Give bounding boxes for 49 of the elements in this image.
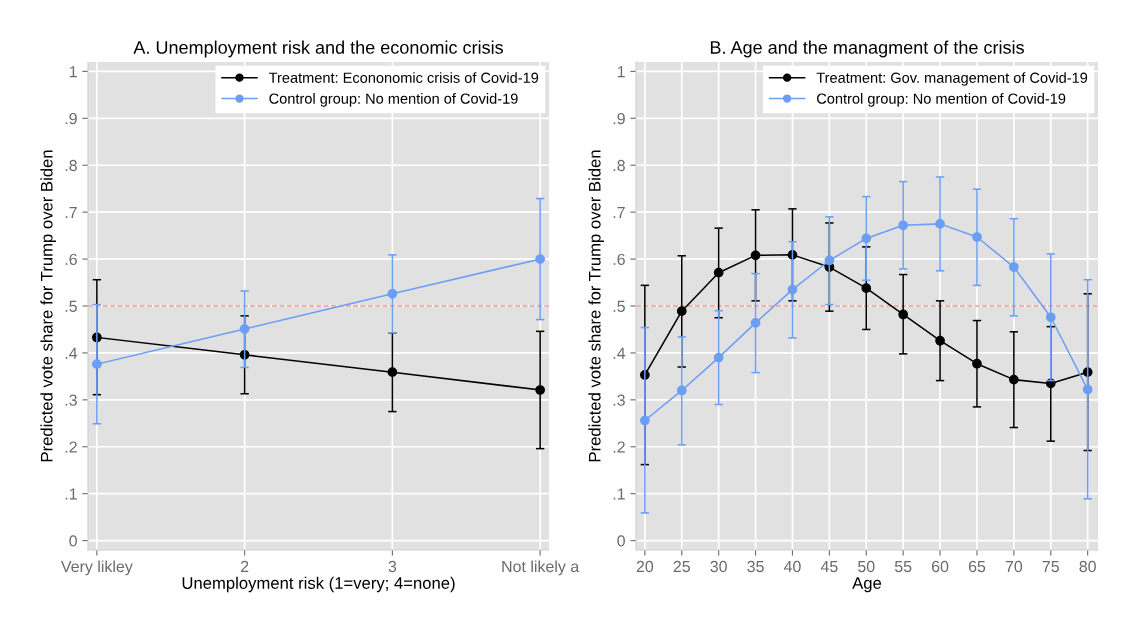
x-tick-label: 25 (673, 560, 690, 573)
y-tick-label: .9 (65, 112, 77, 125)
y-tick-label: .6 (65, 253, 77, 266)
x-tick-label: 3 (388, 560, 397, 573)
x-tick-label: 65 (968, 560, 986, 573)
legend-label: Treatment: Econonomic crisis of Covid-19 (268, 72, 539, 83)
y-tick-label: .6 (613, 253, 625, 266)
x-tick-label: 55 (894, 561, 912, 573)
y-tick-label: 0 (617, 535, 625, 547)
chart-title: B. Age and the managment of the crisis (710, 40, 1024, 58)
x-tick-label: 30 (710, 560, 727, 573)
y-tick-label: .8 (65, 159, 77, 172)
y-axis-title: Predicted vote share for Trump over Biden (40, 150, 56, 462)
y-tick-label: 0 (69, 535, 77, 547)
x-tick-label: 20 (636, 560, 654, 573)
y-tick-label: .1 (65, 488, 77, 500)
legend-label: Control group: No mention of Covid-19 (269, 93, 518, 107)
x-axis-title: Age (852, 577, 882, 593)
y-tick-label: 1 (617, 66, 625, 78)
x-tick-label: 60 (931, 560, 949, 573)
y-tick-label: .1 (613, 488, 625, 500)
y-tick-label: .7 (65, 206, 77, 218)
y-tick-label: .3 (613, 394, 625, 406)
y-tick-label: .4 (65, 347, 78, 359)
y-tick-label: .9 (613, 112, 625, 125)
y-tick-label: 1 (69, 66, 77, 78)
x-tick-label: 75 (1042, 561, 1059, 573)
y-tick-label: .7 (613, 206, 625, 218)
x-tick-label: 2 (240, 560, 249, 572)
y-axis-title: Predicted vote share for Trump over Biden (588, 150, 604, 462)
legend-label: Control group: No mention of Covid-19 (817, 93, 1066, 107)
y-tick-label: .5 (65, 300, 77, 312)
y-tick-label: .5 (613, 300, 625, 312)
legend-label: Treatment: Gov. management of Covid-19 (816, 72, 1088, 86)
x-tick-label: 80 (1079, 560, 1096, 573)
y-tick-label: .2 (65, 441, 77, 453)
x-tick-label: 45 (820, 561, 838, 573)
y-tick-label: .8 (613, 159, 625, 172)
x-axis-title: Unemployment risk (1=very; 4=none) (182, 576, 455, 593)
x-tick-label: Not likely a (502, 560, 580, 576)
chart-title: A. Unemployment risk and the economic crisis (133, 40, 503, 58)
y-tick-label: .3 (65, 394, 77, 406)
x-tick-label: 35 (747, 560, 764, 573)
x-tick-label: 40 (783, 560, 801, 573)
x-tick-label: Very likley (60, 560, 133, 576)
x-tick-label: 50 (858, 560, 875, 573)
x-tick-label: 70 (1005, 560, 1023, 573)
y-tick-label: .2 (613, 441, 625, 453)
y-tick-label: .4 (613, 347, 626, 359)
